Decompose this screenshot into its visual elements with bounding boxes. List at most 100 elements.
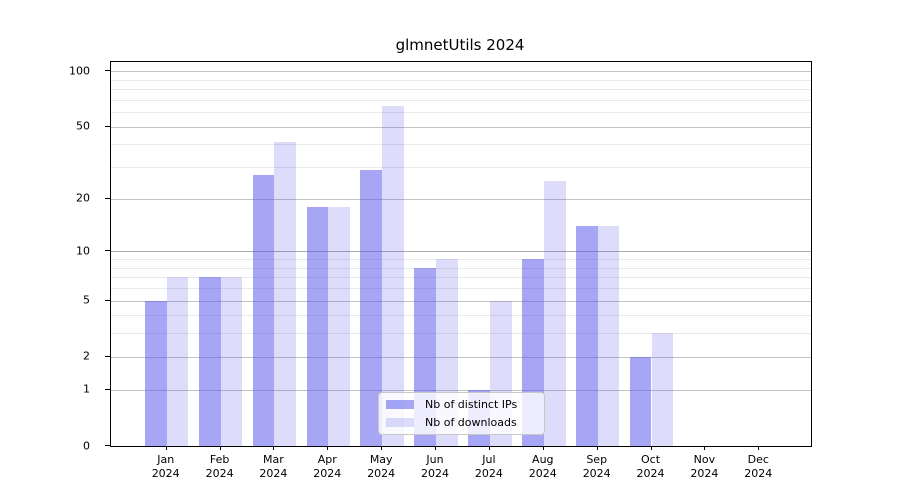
- minor-gridline: [111, 144, 811, 146]
- bar-aug-downloads: [543, 181, 566, 446]
- x-tick-mark: [758, 446, 760, 450]
- minor-gridline: [111, 315, 811, 317]
- minor-gridline: [111, 267, 811, 269]
- y-tick-mark: [105, 70, 110, 72]
- y-tick-label: 5: [83, 293, 90, 307]
- x-tick-month: Mar: [263, 453, 284, 466]
- y-tick-mark: [105, 250, 110, 252]
- x-tick-label-may: May 2024: [367, 453, 395, 481]
- x-tick-year: 2024: [582, 467, 611, 480]
- x-tick-mark: [704, 446, 706, 450]
- x-tick-month: Nov: [693, 453, 716, 466]
- bar-apr-downloads: [328, 206, 351, 446]
- minor-gridline: [111, 79, 811, 81]
- x-tick-mark: [219, 446, 221, 450]
- minor-gridline: [111, 259, 811, 260]
- x-tick-mark: [327, 446, 329, 450]
- y-tick-label: 20: [76, 191, 90, 205]
- bar-oct-distinct-ips: [629, 356, 652, 446]
- major-gridline: [111, 251, 811, 253]
- x-tick-mark: [381, 446, 383, 450]
- x-tick-month: Feb: [209, 453, 230, 466]
- minor-gridline: [111, 167, 811, 169]
- y-tick-mark: [105, 355, 110, 357]
- y-tick-label: 1: [83, 382, 90, 396]
- bar-oct-downloads: [651, 333, 674, 446]
- x-tick-mark: [650, 446, 652, 450]
- x-tick-year: 2024: [313, 467, 342, 480]
- downloads-swatch-icon: [386, 418, 414, 427]
- minor-gridline: [111, 333, 811, 335]
- y-tick-mark: [105, 388, 110, 390]
- bar-mar-distinct-ips: [252, 175, 275, 446]
- x-tick-mark: [273, 446, 275, 450]
- legend-item-distinct-ips: Nb of distinct IPs: [386, 397, 536, 412]
- bar-sep-downloads: [597, 226, 620, 446]
- x-tick-year: 2024: [205, 467, 234, 480]
- x-tick-mark: [165, 446, 167, 450]
- x-tick-label-jan: Jan 2024: [152, 453, 180, 481]
- x-tick-month: Jun: [426, 453, 444, 466]
- x-tick-label-mar: Mar 2024: [259, 453, 287, 481]
- bar-apr-distinct-ips: [306, 206, 329, 446]
- bar-mar-downloads: [274, 142, 297, 446]
- x-tick-year: 2024: [636, 467, 665, 480]
- x-tick-mark: [542, 446, 544, 450]
- x-tick-mark: [596, 446, 598, 450]
- bar-feb-distinct-ips: [198, 277, 221, 446]
- bar-feb-downloads: [220, 277, 243, 446]
- legend-label-downloads: Nb of downloads: [425, 416, 517, 429]
- x-tick-label-jun: Jun 2024: [421, 453, 449, 481]
- y-tick-label: 2: [83, 349, 90, 363]
- x-tick-label-feb: Feb 2024: [206, 453, 234, 481]
- x-tick-year: 2024: [474, 467, 503, 480]
- x-tick-label-sep: Sep 2024: [583, 453, 611, 481]
- y-tick-mark: [105, 445, 110, 446]
- major-gridline: [111, 300, 811, 302]
- x-tick-month: Apr: [317, 453, 337, 466]
- minor-gridline: [111, 287, 811, 289]
- major-gridline: [111, 389, 811, 391]
- major-gridline: [111, 71, 811, 73]
- legend-item-downloads: Nb of downloads: [386, 415, 536, 430]
- x-tick-month: May: [369, 453, 393, 466]
- y-tick-mark: [105, 125, 110, 127]
- bar-sep-distinct-ips: [575, 226, 598, 446]
- x-tick-label-jul: Jul 2024: [475, 453, 503, 481]
- x-tick-label-nov: Nov 2024: [690, 453, 718, 481]
- bar-jan-distinct-ips: [144, 300, 167, 446]
- y-tick-mark: [105, 197, 110, 199]
- y-tick-label: 0: [83, 439, 90, 452]
- legend: Nb of distinct IPs Nb of downloads: [378, 392, 545, 435]
- bar-jan-downloads: [166, 277, 189, 446]
- minor-gridline: [111, 112, 811, 114]
- x-tick-year: 2024: [528, 467, 557, 480]
- major-gridline: [111, 198, 811, 200]
- y-tick-label: 100: [69, 64, 90, 78]
- major-gridline: [111, 356, 811, 358]
- bar-may-downloads: [382, 105, 404, 446]
- major-gridline: [111, 126, 811, 128]
- x-tick-label-aug: Aug 2024: [529, 453, 557, 481]
- x-tick-month: Aug: [532, 453, 554, 466]
- x-tick-mark: [435, 446, 436, 450]
- legend-label-distinct-ips: Nb of distinct IPs: [425, 398, 518, 411]
- x-tick-month: Sep: [586, 453, 608, 466]
- x-tick-label-apr: Apr 2024: [313, 453, 341, 481]
- minor-gridline: [111, 89, 811, 90]
- x-tick-year: 2024: [259, 467, 288, 480]
- bar-may-distinct-ips: [360, 169, 383, 446]
- distinct-ips-swatch-icon: [386, 400, 414, 409]
- y-tick-label: 10: [76, 244, 90, 258]
- y-tick-mark: [105, 299, 110, 301]
- x-tick-year: 2024: [421, 467, 449, 480]
- x-tick-month: Jan: [157, 453, 175, 466]
- x-tick-month: Dec: [747, 453, 769, 466]
- y-tick-label: 50: [76, 119, 90, 133]
- x-tick-year: 2024: [690, 467, 719, 480]
- x-tick-month: Oct: [640, 453, 661, 466]
- plot-area: [110, 61, 812, 447]
- minor-gridline: [111, 277, 811, 279]
- x-tick-year: 2024: [151, 467, 180, 480]
